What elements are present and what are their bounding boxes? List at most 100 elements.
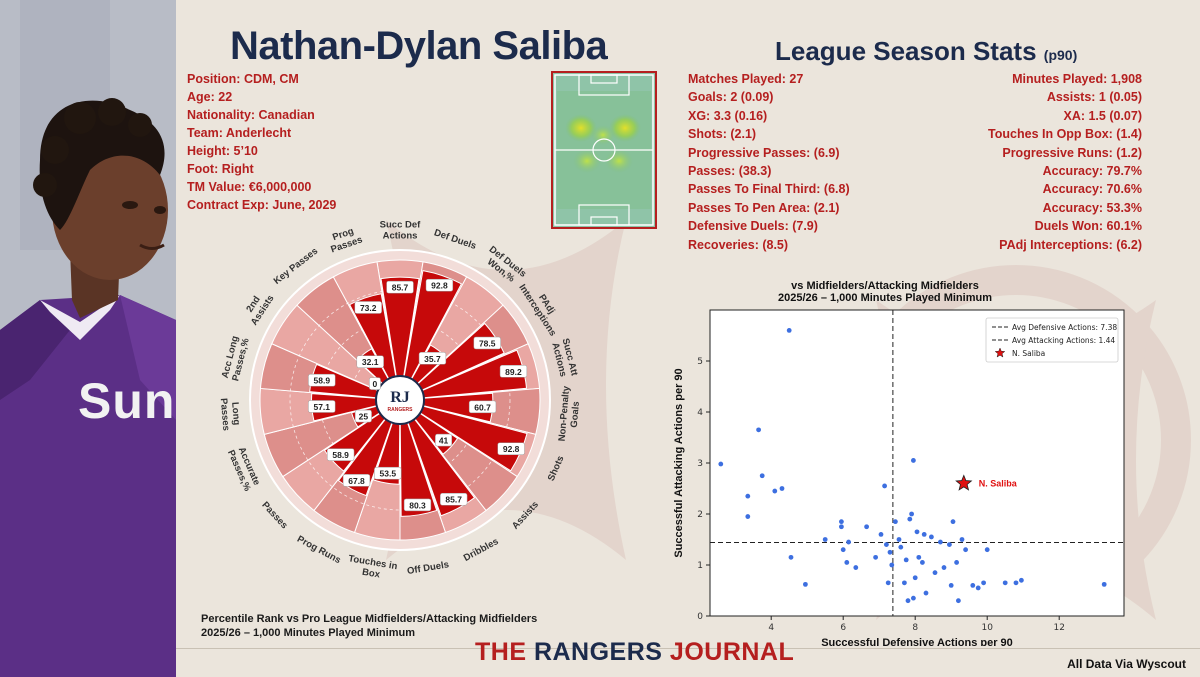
scatter-point xyxy=(788,554,794,560)
stat-left-0: Matches Played: 27 xyxy=(688,72,804,86)
y-axis-label: Successful Attacking Actions per 90 xyxy=(673,368,685,557)
scatter-point xyxy=(923,590,929,596)
radar-value-label-box xyxy=(440,492,468,506)
radar-category-line: Shots xyxy=(546,454,567,483)
legend-star-icon xyxy=(994,347,1006,358)
radar-category-line: Succ Def xyxy=(380,220,421,231)
radar-value-label: 78.5 xyxy=(479,339,496,349)
x-tick-label: 10 xyxy=(981,623,993,633)
scatter-point xyxy=(950,519,956,525)
x-tick-label: 6 xyxy=(840,623,846,633)
radar-category-label: Dribbles xyxy=(462,536,501,564)
radar-category-label: AccuratePasses,% xyxy=(225,444,263,493)
scatter-point xyxy=(920,560,925,565)
radar-category-line: Passes xyxy=(218,398,232,432)
y-tick-label: 3 xyxy=(697,459,703,469)
legend-saliba-label: N. Saliba xyxy=(1012,349,1045,358)
radar-value-label-box xyxy=(386,280,414,294)
stat-right-5: Accuracy: 79.7% xyxy=(1042,164,1142,179)
info-contract: Contract Exp: June, 2029 xyxy=(187,198,337,212)
radar-value-label-box xyxy=(369,377,381,390)
scatter-point xyxy=(844,560,850,565)
radar-value-label: 58.9 xyxy=(332,450,349,460)
stat-left-5: Passes: (38.3) xyxy=(688,164,772,179)
radar-value-label-box xyxy=(342,474,371,487)
scatter-point xyxy=(853,565,859,570)
player-photo: Sun xyxy=(0,0,176,677)
stat-left-2: XG: 3.3 (0.16) xyxy=(688,108,768,123)
scatter-point xyxy=(882,483,887,489)
player-info-list: Position: CDM, CM Age: 22 Nationality: C… xyxy=(187,70,336,214)
scatter-point xyxy=(1013,580,1019,586)
radar-value-label: 89.2 xyxy=(505,367,522,377)
stat-left-4: Progressive Passes: (6.9) xyxy=(688,145,840,160)
radar-value-label: 60.7 xyxy=(474,402,491,412)
radar-category-label: Passes xyxy=(259,500,289,532)
saliba-highlight-label: N. Saliba xyxy=(979,478,1018,488)
logo-circle xyxy=(375,375,425,425)
scatter-legend xyxy=(985,317,1119,363)
scatter-caption-line1: vs Midfielders/Attacking Midfielders xyxy=(791,280,979,292)
radar-value-label-box xyxy=(418,352,447,365)
stat-left-6: Passes To Final Third: (6.8) xyxy=(688,182,850,197)
radar-value-label: 41 xyxy=(439,436,449,446)
scatter-point xyxy=(864,524,869,530)
scatter-point xyxy=(948,583,954,588)
radar-value-label: 80.3 xyxy=(409,500,426,510)
scatter-point xyxy=(1019,577,1024,583)
radar-category-line: Goals xyxy=(569,401,582,428)
stat-right-8: Duels Won: 60.1% xyxy=(1034,219,1142,234)
radar-category-line: Long xyxy=(229,402,242,426)
scatter-point xyxy=(786,328,792,333)
heatmap-pitch xyxy=(551,71,657,229)
scatter-point xyxy=(745,493,751,499)
radar-category-label: ProgPasses xyxy=(326,224,364,255)
y-tick-label: 0 xyxy=(697,612,703,622)
radar-caption-line1: Percentile Rank vs Pro League Midfielder… xyxy=(201,613,538,625)
radar-caption: Percentile Rank vs Pro League Midfielder… xyxy=(201,612,537,640)
radar-category-line: Def Duels xyxy=(433,227,478,252)
scatter-point xyxy=(745,514,751,519)
scatter-point xyxy=(1101,581,1107,587)
info-nationality: Nationality: Canadian xyxy=(187,108,315,122)
radar-value-label-box xyxy=(354,301,382,314)
radar-category-label: Off Duels xyxy=(406,559,449,577)
radar-value-label: 73.2 xyxy=(360,303,377,313)
info-height: Height: 5’10 xyxy=(187,144,258,158)
radar-value-label-box xyxy=(354,409,372,423)
scatter-caption-line2: 2025/26 – 1,000 Minutes Played Minimum xyxy=(778,292,992,304)
scatter-point xyxy=(911,458,916,463)
radar-category-label: Succ Def Actions xyxy=(380,220,421,242)
scatter-point xyxy=(779,486,785,491)
scatter-point xyxy=(839,524,844,530)
radar-value-label: 85.7 xyxy=(445,495,462,505)
stat-left-1: Goals: 2 (0.09) xyxy=(688,90,774,105)
scatter-point xyxy=(840,547,846,553)
info-age: Age: 22 xyxy=(187,90,233,104)
radar-value-label: 53.5 xyxy=(380,469,397,479)
radar-value-label-box xyxy=(435,433,453,447)
saliba-highlight-star xyxy=(955,474,973,491)
radar-value-label: 85.7 xyxy=(392,283,409,293)
heatmap-graphic xyxy=(553,73,655,227)
scatter-point xyxy=(846,539,851,545)
scatter-point xyxy=(981,580,986,586)
radar-category-label: Touches inBox xyxy=(346,553,399,583)
scatter-point xyxy=(1002,580,1008,586)
radar-value-label: 92.8 xyxy=(431,281,448,291)
scatter-point xyxy=(970,583,976,588)
y-tick-label: 1 xyxy=(697,561,703,571)
scatter-point xyxy=(975,585,981,591)
scatter-point xyxy=(756,427,761,433)
x-tick-label: 12 xyxy=(1053,623,1064,633)
scatter-point xyxy=(916,554,922,560)
scatter-point xyxy=(803,581,808,587)
radar-category-line: Box xyxy=(361,567,381,581)
stat-left-8: Defensive Duels: (7.9) xyxy=(688,219,818,234)
info-team: Team: Anderlecht xyxy=(187,126,292,140)
scatter-point xyxy=(893,519,898,525)
scatter-point xyxy=(878,532,884,537)
radar-value-label: 35.7 xyxy=(424,354,441,364)
radar-category-label: Non-PenaltyGoals xyxy=(557,385,584,443)
